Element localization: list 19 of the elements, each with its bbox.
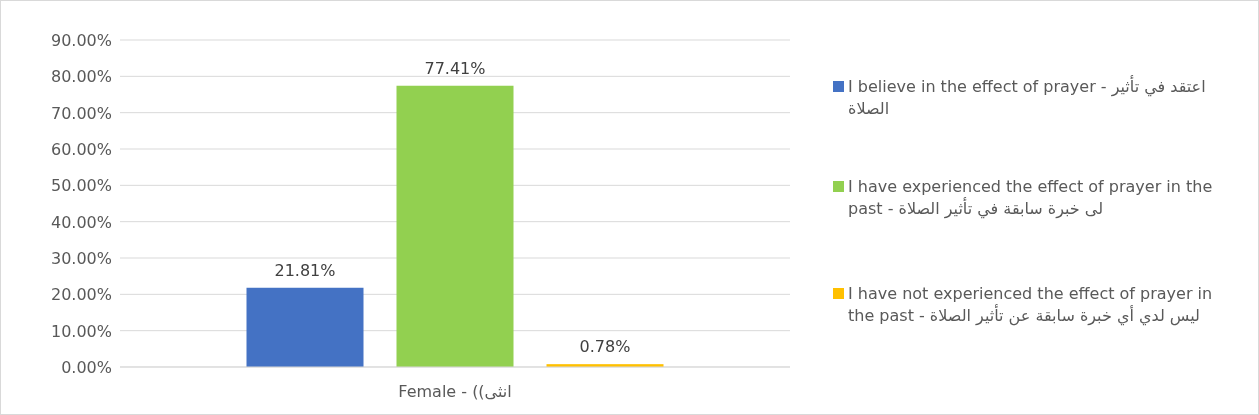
data-label: 0.78% — [579, 337, 631, 357]
y-tick-label: 60.00% — [50, 140, 112, 159]
data-label: 21.81% — [274, 260, 336, 280]
y-tick-label: 30.00% — [50, 249, 112, 268]
y-tick-label: 90.00% — [50, 31, 112, 50]
legend-label: I have experienced the effect of prayer in the past - لى خبرة سابقة في تأثير الصلاة — [848, 177, 1213, 218]
y-tick-label: 70.00% — [50, 103, 112, 123]
bar — [246, 287, 364, 367]
data-label: 77.41% — [424, 58, 486, 78]
y-tick-label: 20.00% — [50, 285, 112, 305]
legend-label: I believe in the effect of prayer - اعتقد في تأثير الصلاة — [848, 77, 1206, 118]
y-tick-label: 0.00% — [61, 358, 112, 377]
y-tick-label: 40.00% — [50, 212, 112, 232]
x-tick-label: Female - ((انثى — [398, 382, 512, 401]
y-tick-label: 50.00% — [50, 176, 112, 196]
y-tick-label: 10.00% — [50, 321, 112, 341]
bar — [396, 85, 514, 367]
legend-label: I have not experienced the effect of prayer in the past - ليس لدي أي خبرة سابقة عن تأثير الصلاة — [848, 284, 1213, 325]
y-tick-label: 80.00% — [50, 67, 112, 87]
